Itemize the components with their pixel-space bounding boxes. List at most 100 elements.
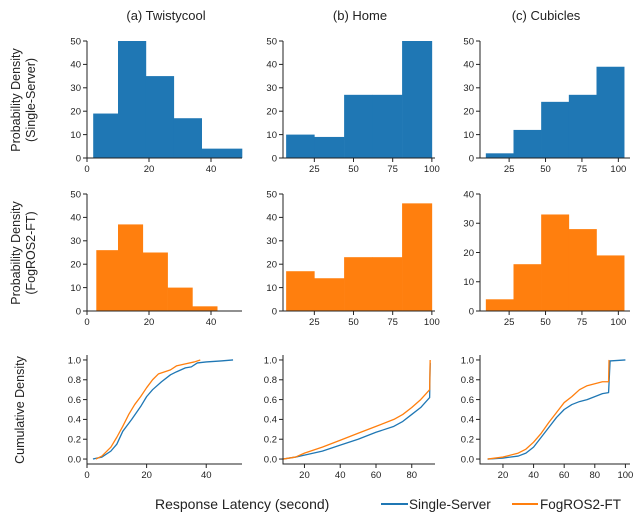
histogram-bar [402, 203, 433, 311]
y-tick-label: 20 [70, 107, 81, 118]
histogram-bar [286, 134, 315, 158]
histogram-bar [201, 148, 243, 158]
column-title-cubicles: (c) Cubicles [512, 8, 581, 23]
x-tick-label: 25 [309, 164, 320, 175]
y-tick-label: 10 [266, 130, 277, 141]
column-title-twistycool: (a) Twistycool [126, 8, 205, 23]
x-tick-label: 20 [144, 317, 155, 328]
histogram-bar [118, 224, 144, 311]
y-tick-label: 20 [463, 248, 474, 259]
x-tick-label: 75 [387, 317, 398, 328]
axis-spines [479, 355, 630, 465]
y-tick-label: 0.4 [264, 415, 277, 426]
histogram-bar [118, 41, 147, 158]
histogram-bar [513, 129, 542, 158]
histogram-bar [402, 41, 433, 158]
y-tick-label: 20 [463, 107, 474, 118]
cdf-line-single-server [282, 362, 431, 460]
y-tick-label: 0 [469, 153, 474, 164]
y-tick-label: 10 [70, 130, 81, 141]
y-tick-label: 20 [266, 107, 277, 118]
histogram-bar [372, 257, 403, 311]
y-tick-label: 20 [266, 260, 277, 271]
y-tick-label: 0.0 [68, 454, 81, 465]
x-tick-label: 100 [610, 164, 626, 175]
y-tick-label: 0 [272, 153, 277, 164]
subplot-r0-c1: 0 10 20 30 40 50 25 50 75 100 [266, 36, 439, 175]
histogram-bar [142, 252, 168, 311]
histogram-bar [372, 94, 403, 158]
y-tick-label: 40 [70, 60, 81, 71]
histogram-bar [541, 214, 570, 311]
row-label-single-server-line2: (Single-Server) [24, 58, 38, 142]
y-tick-label: 10 [463, 130, 474, 141]
histogram-bar [344, 257, 373, 311]
x-tick-label: 40 [201, 470, 212, 481]
x-tick-label: 50 [540, 317, 551, 328]
histogram-bar [513, 264, 542, 311]
y-tick-label: 1.0 [264, 355, 277, 366]
subplot-r2-c2: 0.0 0.2 0.4 0.6 0.8 1.0 20 40 60 80 100 [461, 355, 633, 481]
histogram-bar [96, 250, 119, 311]
subplot-r1-c0: 0 10 20 30 40 50 0 20 40 [70, 189, 242, 328]
y-tick-label: 0 [76, 153, 81, 164]
y-tick-label: 0 [76, 306, 81, 317]
y-tick-label: 0.2 [68, 435, 81, 446]
y-tick-label: 0 [272, 306, 277, 317]
cdf-line-single-server [487, 359, 626, 460]
y-tick-label: 0.4 [68, 415, 81, 426]
row-label-single-server-line1: Probability Density [9, 47, 23, 151]
x-tick-label: 25 [504, 317, 515, 328]
subplot-r0-c2: 0 10 20 30 40 50 25 50 75 100 [463, 36, 630, 175]
y-tick-label: 0.6 [264, 395, 277, 406]
y-tick-label: 30 [70, 83, 81, 94]
y-tick-label: 40 [70, 213, 81, 224]
histogram-bar [145, 76, 175, 158]
histogram-bar [314, 278, 345, 311]
y-tick-label: 10 [266, 283, 277, 294]
x-tick-label: 75 [577, 164, 588, 175]
subplot-r2-c0: 0.0 0.2 0.4 0.6 0.8 1.0 0 20 40 [68, 355, 242, 481]
histogram-bar [568, 229, 597, 311]
legend-label-fogros2-ft: FogROS2-FT [540, 497, 621, 512]
x-tick-label: 20 [144, 164, 155, 175]
histogram-bar [485, 153, 514, 158]
x-tick-label: 20 [498, 470, 509, 481]
y-tick-label: 0.2 [461, 435, 474, 446]
row-label-fogros2-ft-line2: (FogROS2-FT) [24, 211, 38, 294]
x-tick-label: 0 [84, 470, 89, 481]
histogram-bar [192, 306, 218, 311]
y-tick-label: 50 [266, 36, 277, 47]
histogram-bar [344, 94, 373, 158]
histogram-bar [167, 287, 193, 311]
x-tick-label: 100 [424, 317, 440, 328]
x-tick-label: 25 [504, 164, 515, 175]
x-tick-label: 80 [590, 470, 601, 481]
y-tick-label: 0.6 [68, 395, 81, 406]
x-tick-label: 0 [84, 317, 89, 328]
x-tick-label: 100 [424, 164, 440, 175]
subplot-r1-c1: 0 10 20 30 40 50 25 50 75 100 [266, 189, 439, 328]
subplot-r1-c2: 0 10 20 30 40 25 50 75 100 [463, 189, 630, 328]
y-tick-label: 50 [463, 36, 474, 47]
y-tick-label: 0 [469, 306, 474, 317]
x-tick-label: 20 [299, 470, 310, 481]
cdf-line-fogros2-ft [487, 359, 610, 460]
y-tick-label: 30 [266, 83, 277, 94]
y-tick-label: 20 [70, 260, 81, 271]
x-axis-label: Response Latency (second) [155, 496, 329, 512]
x-tick-label: 40 [528, 470, 539, 481]
histogram-bar [314, 136, 345, 158]
x-tick-label: 40 [206, 317, 217, 328]
y-tick-label: 1.0 [461, 355, 474, 366]
x-tick-label: 75 [387, 164, 398, 175]
histogram-bar [596, 255, 625, 311]
histogram-bar [173, 118, 202, 158]
axis-spines [282, 355, 435, 465]
y-tick-label: 30 [266, 236, 277, 247]
y-tick-label: 30 [463, 83, 474, 94]
subplot-r2-c1: 0.0 0.2 0.4 0.6 0.8 1.0 20 40 60 80 [264, 355, 435, 481]
x-tick-label: 100 [617, 470, 633, 481]
